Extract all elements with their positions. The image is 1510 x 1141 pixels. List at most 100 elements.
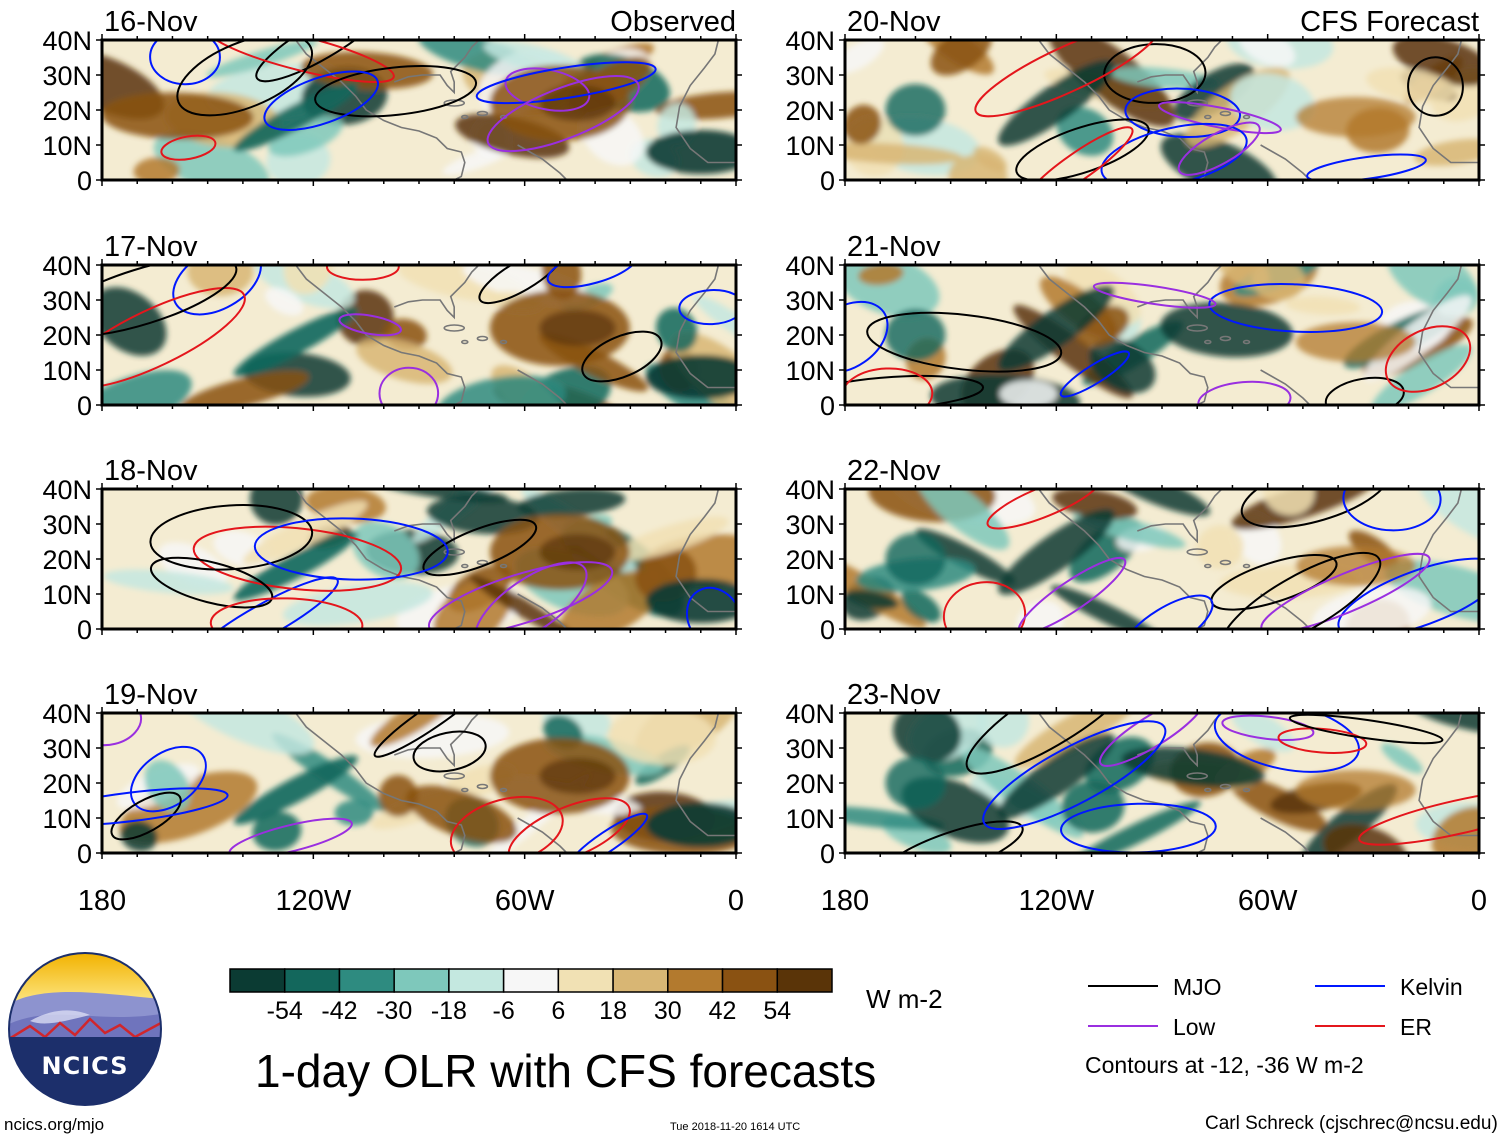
y-tick-label: 40N <box>42 26 92 56</box>
olr-anomaly <box>242 500 368 565</box>
er-contour <box>1277 727 1368 754</box>
wet-anomaly <box>645 803 736 847</box>
dry-anomaly <box>1295 770 1416 810</box>
olr-anomaly <box>1285 296 1361 315</box>
contours <box>102 713 649 853</box>
y-tick-label: 40N <box>785 475 835 505</box>
island <box>1203 114 1212 120</box>
column-label: CFS Forecast <box>1300 6 1479 38</box>
olr-anomaly <box>893 713 962 763</box>
olr-anomaly <box>265 287 304 316</box>
coastline-africa <box>675 489 736 613</box>
colorbar-label: 54 <box>763 997 791 1025</box>
dry-anomaly-core <box>539 310 616 346</box>
y-tick-label: 10N <box>785 131 835 161</box>
mjo-contour <box>412 730 487 773</box>
olr-anomaly <box>517 489 626 518</box>
colorbar-segment <box>776 968 833 993</box>
dry-anomaly-core <box>539 85 616 121</box>
olr-anomaly <box>187 265 254 297</box>
contours <box>974 40 1464 180</box>
island <box>476 335 489 342</box>
low-contour <box>1221 714 1315 741</box>
olr-anomaly <box>901 589 941 623</box>
y-tick-label: 10N <box>42 804 92 834</box>
olr-anomaly <box>608 713 717 765</box>
contours <box>878 713 1479 853</box>
coastline-south-america <box>1260 593 1311 629</box>
low-contour <box>378 366 440 405</box>
mjo-contour <box>1220 551 1382 629</box>
olr-anomaly <box>1196 525 1244 570</box>
kelvin-contour <box>1100 122 1248 180</box>
mjo-contour <box>866 311 1063 373</box>
island <box>1219 559 1232 566</box>
kelvin-contour <box>546 265 639 289</box>
olr-anomaly <box>845 142 963 165</box>
island <box>460 114 469 120</box>
wet-anomaly <box>885 309 946 361</box>
y-tick-label: 0 <box>77 839 92 869</box>
olr-anomaly <box>1052 489 1138 520</box>
dry-anomaly-core <box>539 534 616 570</box>
olr-anomaly <box>180 371 309 405</box>
coastlines <box>295 265 736 405</box>
olr-anomaly <box>560 570 663 629</box>
olr-anomaly <box>144 760 191 812</box>
y-tick-label: 20N <box>785 321 835 351</box>
kelvin-contour <box>129 745 207 813</box>
olr-anomaly <box>1110 67 1219 90</box>
y-tick-label: 30N <box>785 61 835 91</box>
contours <box>149 504 736 629</box>
y-tick-label: 40N <box>42 251 92 281</box>
wet-anomaly <box>645 579 736 623</box>
colorbar-label: -18 <box>431 997 467 1025</box>
contour-legend: MJO Kelvin Low ER <box>1088 974 1463 1040</box>
coastline-pacific <box>1038 713 1209 853</box>
kelvin-contour <box>1124 87 1242 139</box>
island <box>1203 787 1212 793</box>
olr-anomaly <box>1262 489 1315 516</box>
island <box>1242 787 1251 793</box>
kelvin-contour <box>1213 713 1360 773</box>
low-contour <box>338 313 402 337</box>
column-label: Observed <box>610 6 736 38</box>
olr-anomaly <box>976 713 1030 748</box>
y-tick-label: 40N <box>785 699 835 729</box>
footer-url[interactable]: ncics.org/mjo <box>4 1115 105 1134</box>
legend-label-kelvin: Kelvin <box>1400 974 1463 1000</box>
kelvin-contour <box>1059 350 1131 398</box>
contours <box>845 281 1472 405</box>
olr-anomaly <box>694 295 736 348</box>
mjo-contour <box>878 820 1024 853</box>
olr-anomaly <box>948 154 1008 180</box>
legend-label-er: ER <box>1400 1014 1432 1040</box>
olr-anomaly <box>356 338 453 384</box>
coastline-gulf <box>1137 489 1223 544</box>
footer-credit: Carl Schreck (cjschrec@ncsu.edu) <box>1205 1113 1498 1134</box>
colorbar-label: -54 <box>267 997 303 1025</box>
mjo-contour <box>1407 56 1464 117</box>
contour-note: Contours at -12, -36 W m-2 <box>1085 1052 1364 1078</box>
mjo-contour <box>102 265 238 338</box>
colorbar-segment <box>338 968 395 993</box>
y-tick-label: 30N <box>42 286 92 316</box>
legend-label-low: Low <box>1173 1014 1216 1040</box>
olr-anomaly <box>1371 344 1472 405</box>
colorbar-segment <box>448 968 505 993</box>
dry-anomaly <box>1295 97 1416 137</box>
island <box>476 559 489 566</box>
y-tick-label: 10N <box>42 356 92 386</box>
x-tick-label: 60W <box>1238 885 1298 917</box>
mjo-contour <box>478 265 564 305</box>
ncics-logo: NCICS <box>8 952 162 1106</box>
olr-anomaly <box>845 104 882 145</box>
mjo-contour <box>1240 489 1391 529</box>
kelvin-contour <box>678 289 736 326</box>
olr-anomaly <box>1089 338 1156 394</box>
olr-anomaly <box>268 115 343 157</box>
panel-date: 18-Nov <box>104 455 198 487</box>
island <box>443 772 466 780</box>
island <box>499 563 508 569</box>
y-tick-label: 10N <box>42 580 92 610</box>
